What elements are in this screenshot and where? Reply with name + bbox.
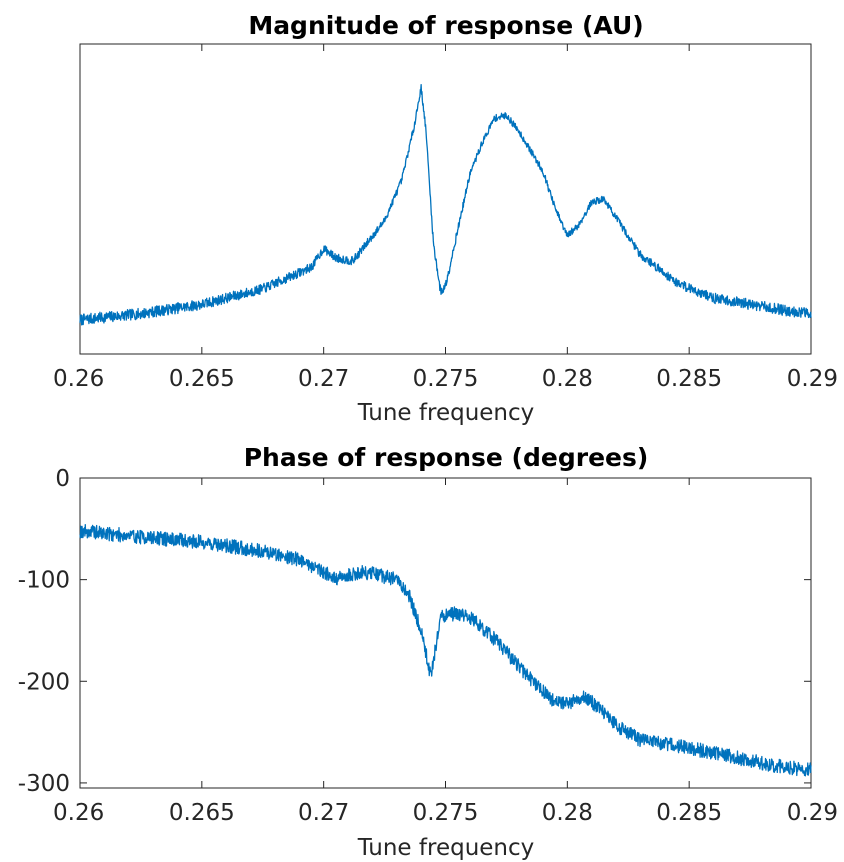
magnitude-series-line [79, 83, 812, 326]
magnitude-x-tick-label: 0.26 [53, 366, 104, 392]
magnitude-ticks: 0.26 0.265 0.27 0.275 0.28 0.285 0.29 [53, 44, 838, 392]
magnitude-x-tick-label: 0.27 [298, 366, 349, 392]
phase-series-line [79, 524, 812, 777]
phase-x-tick-label: 0.26 [53, 800, 104, 826]
magnitude-x-tick-label: 0.275 [413, 366, 479, 392]
phase-x-tick-label: 0.275 [413, 800, 479, 826]
phase-y-tick-label: 0 [55, 466, 70, 492]
magnitude-x-tick-label: 0.285 [656, 366, 722, 392]
phase-plot-area [79, 477, 812, 789]
phase-y-tick-label: -300 [18, 771, 70, 797]
magnitude-x-tick-label: 0.29 [787, 366, 838, 392]
magnitude-chart-title: Magnitude of response (AU) [248, 11, 643, 40]
phase-y-tick-label: -200 [18, 669, 70, 695]
phase-y-tick-label: -100 [18, 568, 70, 594]
phase-x-tick-label: 0.285 [656, 800, 722, 826]
phase-chart: Phase of response (degrees) 0.26 0.265 0.2… [18, 443, 838, 861]
phase-x-tick-label: 0.29 [787, 800, 838, 826]
phase-x-axis-label: Tune frequency [357, 835, 535, 861]
magnitude-chart: Magnitude of response (AU) 0.26 0.265 0.27… [53, 11, 838, 426]
phase-x-tick-label: 0.27 [298, 800, 349, 826]
magnitude-x-tick-label: 0.265 [169, 366, 235, 392]
phase-chart-title: Phase of response (degrees) [244, 443, 649, 472]
phase-ticks: 0.26 0.265 0.27 0.275 0.28 0.285 0.29 0 -100 -200… [18, 466, 838, 826]
magnitude-x-axis-label: Tune frequency [357, 400, 535, 426]
phase-x-tick-label: 0.265 [169, 800, 235, 826]
magnitude-x-tick-label: 0.28 [542, 366, 593, 392]
phase-x-tick-label: 0.28 [542, 800, 593, 826]
